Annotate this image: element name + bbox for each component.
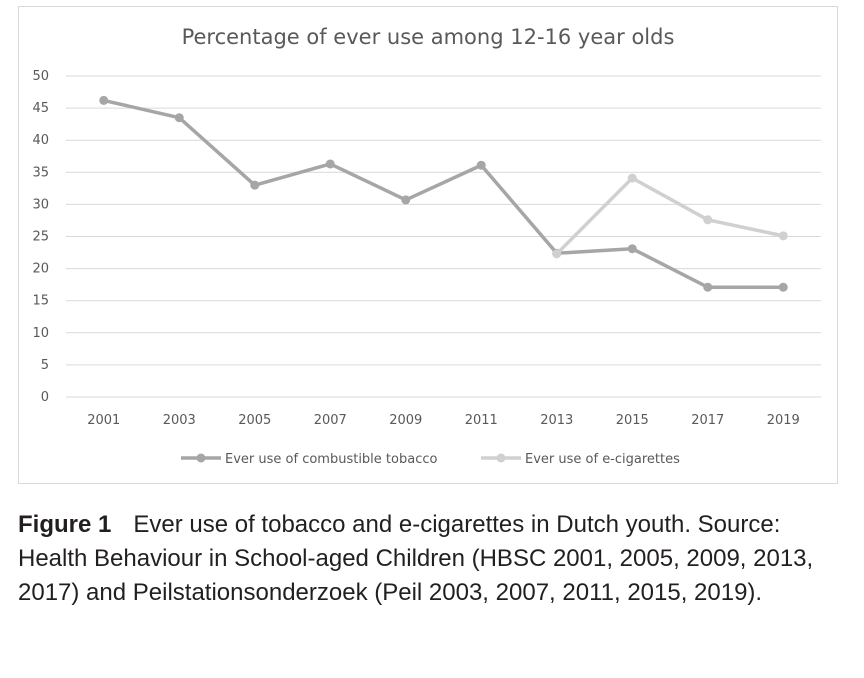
data-point <box>99 95 109 105</box>
data-point <box>778 282 788 292</box>
data-point <box>703 282 713 292</box>
data-point <box>174 113 184 123</box>
data-point <box>703 215 713 225</box>
series-2 <box>552 173 788 259</box>
y-tick-label: 10 <box>32 326 49 341</box>
legend-label: Ever use of e-cigarettes <box>525 452 680 467</box>
series-1 <box>99 95 788 292</box>
data-point <box>627 244 637 254</box>
data-point <box>325 159 335 169</box>
y-tick-label: 0 <box>41 390 49 405</box>
caption-text: Ever use of tobacco and e-cigarettes in … <box>18 511 814 606</box>
data-point <box>476 160 486 170</box>
series-line <box>555 176 784 256</box>
data-point <box>401 195 411 205</box>
x-tick-label: 2017 <box>691 413 724 428</box>
legend-label: Ever use of combustible tobacco <box>225 452 437 467</box>
x-tick-label: 2003 <box>163 413 196 428</box>
y-tick-label: 40 <box>32 133 49 148</box>
x-tick-label: 2001 <box>87 413 120 428</box>
legend-marker <box>196 453 206 463</box>
x-tick-label: 2019 <box>767 413 800 428</box>
x-axis-ticks: 2001 2003 2005 2007 2009 2011 2013 2015 2017 2019 <box>87 413 800 428</box>
data-point <box>250 180 260 190</box>
y-tick-label: 50 <box>32 69 49 84</box>
chart-frame: Percentage of ever use among 12-16 year … <box>18 6 838 484</box>
x-tick-label: 2007 <box>314 413 347 428</box>
series <box>99 95 788 292</box>
x-tick-label: 2005 <box>238 413 271 428</box>
legend-marker <box>496 453 506 463</box>
y-tick-label: 45 <box>32 101 49 116</box>
y-tick-label: 15 <box>32 294 49 309</box>
legend: Ever use of combustible tobacco Ever use … <box>181 452 680 467</box>
y-tick-label: 20 <box>32 262 49 277</box>
chart-title: Percentage of ever use among 12-16 year … <box>181 25 675 49</box>
y-tick-label: 30 <box>32 197 49 212</box>
y-axis-ticks: 0 5 10 15 20 25 30 35 40 45 50 <box>32 69 49 405</box>
data-point <box>778 231 788 241</box>
y-tick-label: 25 <box>32 230 49 245</box>
series-line <box>103 98 784 289</box>
figure-label: Figure 1 <box>18 511 112 538</box>
x-tick-label: 2011 <box>465 413 498 428</box>
y-tick-label: 5 <box>41 358 49 373</box>
x-tick-label: 2009 <box>389 413 422 428</box>
x-tick-label: 2013 <box>540 413 573 428</box>
y-tick-label: 35 <box>32 165 49 180</box>
gridlines <box>66 75 821 398</box>
x-tick-label: 2015 <box>616 413 649 428</box>
figure-caption: Figure 1 Ever use of tobacco and e-cigare… <box>18 508 848 610</box>
data-point <box>552 249 562 259</box>
data-point <box>627 173 637 183</box>
